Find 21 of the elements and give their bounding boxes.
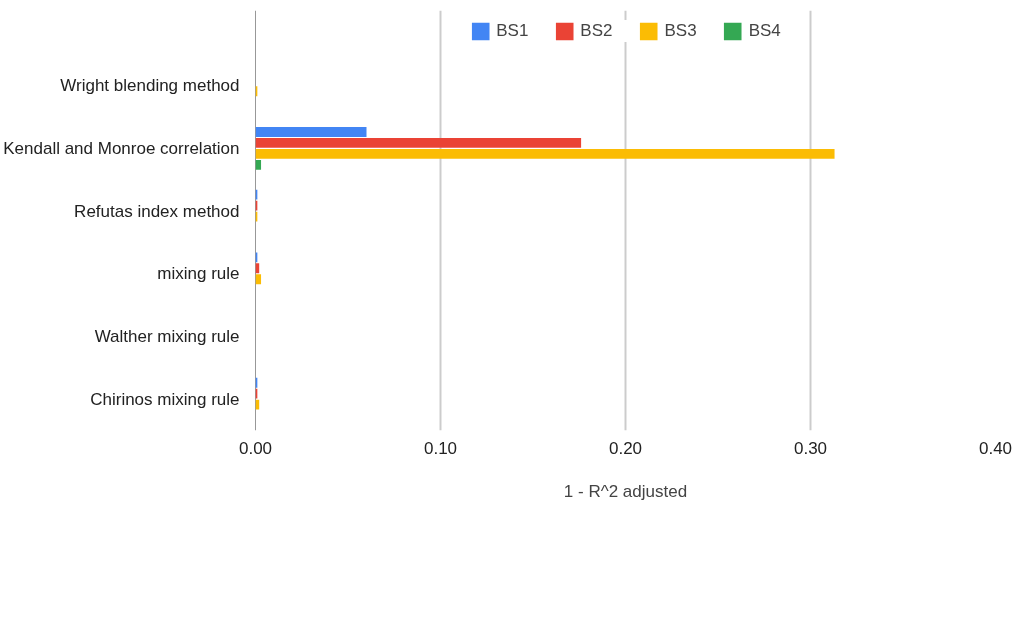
y-tick-label: Kendall and Monroe correlation	[3, 138, 240, 158]
x-axis-title: 1 - R^2 adjusted	[563, 481, 688, 501]
bar	[255, 148, 835, 159]
x-tick-label: 0.10	[423, 438, 458, 458]
y-tick-label: Wright blending method	[60, 76, 240, 96]
bar	[255, 159, 262, 170]
y-tick-label: Chirinos mixing rule	[90, 389, 240, 409]
legend-label: BS1	[496, 21, 529, 41]
legend-label: BS3	[664, 21, 697, 41]
legend-label: BS2	[580, 21, 613, 41]
y-tick-label: Walther mixing rule	[94, 326, 240, 346]
x-tick-label: 0.00	[238, 438, 273, 458]
x-tick-label: 0.20	[608, 438, 643, 458]
y-tick-label: Refutas index method	[74, 201, 240, 221]
x-tick-label: 0.40	[978, 438, 1013, 458]
x-tick-label: 0.30	[793, 438, 828, 458]
bar	[255, 137, 582, 148]
bar	[255, 127, 367, 137]
legend-label: BS4	[748, 21, 781, 41]
bar	[255, 274, 262, 285]
y-tick-label: mixing rule	[157, 264, 240, 284]
